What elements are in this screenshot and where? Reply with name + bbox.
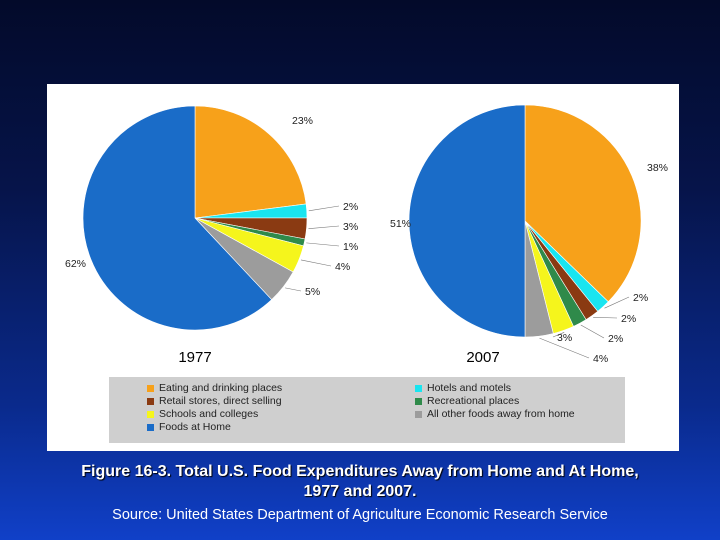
- source-note: Source: United States Department of Agri…: [112, 507, 608, 523]
- legend-item: Eating and drinking places: [147, 382, 282, 394]
- data-label-1977-6: 62%: [65, 258, 86, 270]
- leader-line-1977-1: [308, 205, 340, 212]
- legend-label: Recreational places: [427, 395, 520, 407]
- legend-label: Eating and drinking places: [159, 382, 283, 394]
- data-label-2007-0: 38%: [647, 162, 668, 174]
- legend-swatch: [415, 410, 422, 418]
- legend: Eating and drinking places Hotels and mot…: [109, 377, 625, 443]
- data-label-2007-6: 51%: [390, 218, 411, 230]
- legend-swatch: [147, 410, 154, 418]
- legend-item: Foods at Home: [147, 421, 231, 433]
- legend-label: Hotels and motels: [427, 382, 512, 394]
- pie-slice-1977-6: [82, 105, 273, 331]
- legend-item: All other foods away from home: [415, 408, 575, 420]
- pie-slice-1977-0: [194, 105, 307, 219]
- legend-swatch: [147, 384, 154, 392]
- chart-panel: 23% 2% 3% 1% 4% 5% 62% 1977 38% 2% 2% 2% 3% 4% 51% 2007…: [47, 84, 679, 451]
- data-label-1977-1: 2%: [343, 201, 358, 213]
- leader-line-1977-5: [285, 287, 302, 292]
- data-label-2007-4: 3%: [557, 332, 572, 344]
- caption-line-1: Figure 16-3. Total U.S. Food Expenditure…: [81, 463, 639, 480]
- legend-item: Recreational places: [415, 395, 519, 407]
- data-label-1977-3: 1%: [343, 241, 358, 253]
- leader-line-2007-4: [552, 332, 565, 338]
- legend-swatch: [415, 384, 422, 392]
- legend-label: Schools and colleges: [159, 408, 259, 420]
- year-label-1977: 1977: [178, 349, 211, 366]
- legend-label: All other foods away from home: [427, 408, 575, 420]
- leader-line-1977-4: [300, 259, 332, 267]
- pie-slice-2007-0: [524, 104, 642, 303]
- legend-item: Hotels and motels: [415, 382, 511, 394]
- data-label-1977-5: 5%: [305, 286, 320, 298]
- data-label-2007-5: 4%: [593, 353, 608, 365]
- data-label-2007-1: 2%: [633, 292, 648, 304]
- data-label-2007-2: 2%: [621, 313, 636, 325]
- legend-item: Schools and colleges: [147, 408, 258, 420]
- pie-slice-2007-6: [408, 104, 526, 338]
- leader-line-2007-2: [593, 317, 618, 319]
- pie-charts: 23% 2% 3% 1% 4% 5% 62% 1977 38% 2% 2% 2% 3% 4% 51% 2007: [65, 104, 668, 366]
- leader-line-2007-3: [580, 324, 605, 339]
- legend-swatch: [147, 423, 154, 431]
- figure-caption: Figure 16-3. Total U.S. Food Expenditure…: [20, 462, 700, 502]
- data-label-1977-2: 3%: [343, 221, 358, 233]
- legend-label: Retail stores, direct selling: [159, 395, 282, 407]
- data-label-1977-0: 23%: [292, 115, 313, 127]
- data-label-1977-4: 4%: [335, 261, 350, 273]
- legend-swatch: [415, 397, 422, 405]
- legend-swatch: [147, 397, 154, 405]
- legend-item: Retail stores, direct selling: [147, 395, 282, 407]
- data-label-2007-3: 2%: [608, 333, 623, 345]
- legend-label: Foods at Home: [159, 421, 231, 433]
- leader-line-2007-1: [604, 296, 630, 309]
- year-label-2007: 2007: [466, 349, 499, 366]
- leader-line-1977-3: [306, 242, 340, 247]
- caption-line-2: 1977 and 2007.: [303, 483, 417, 500]
- leader-line-2007-5: [539, 337, 590, 359]
- leader-line-1977-2: [308, 225, 340, 230]
